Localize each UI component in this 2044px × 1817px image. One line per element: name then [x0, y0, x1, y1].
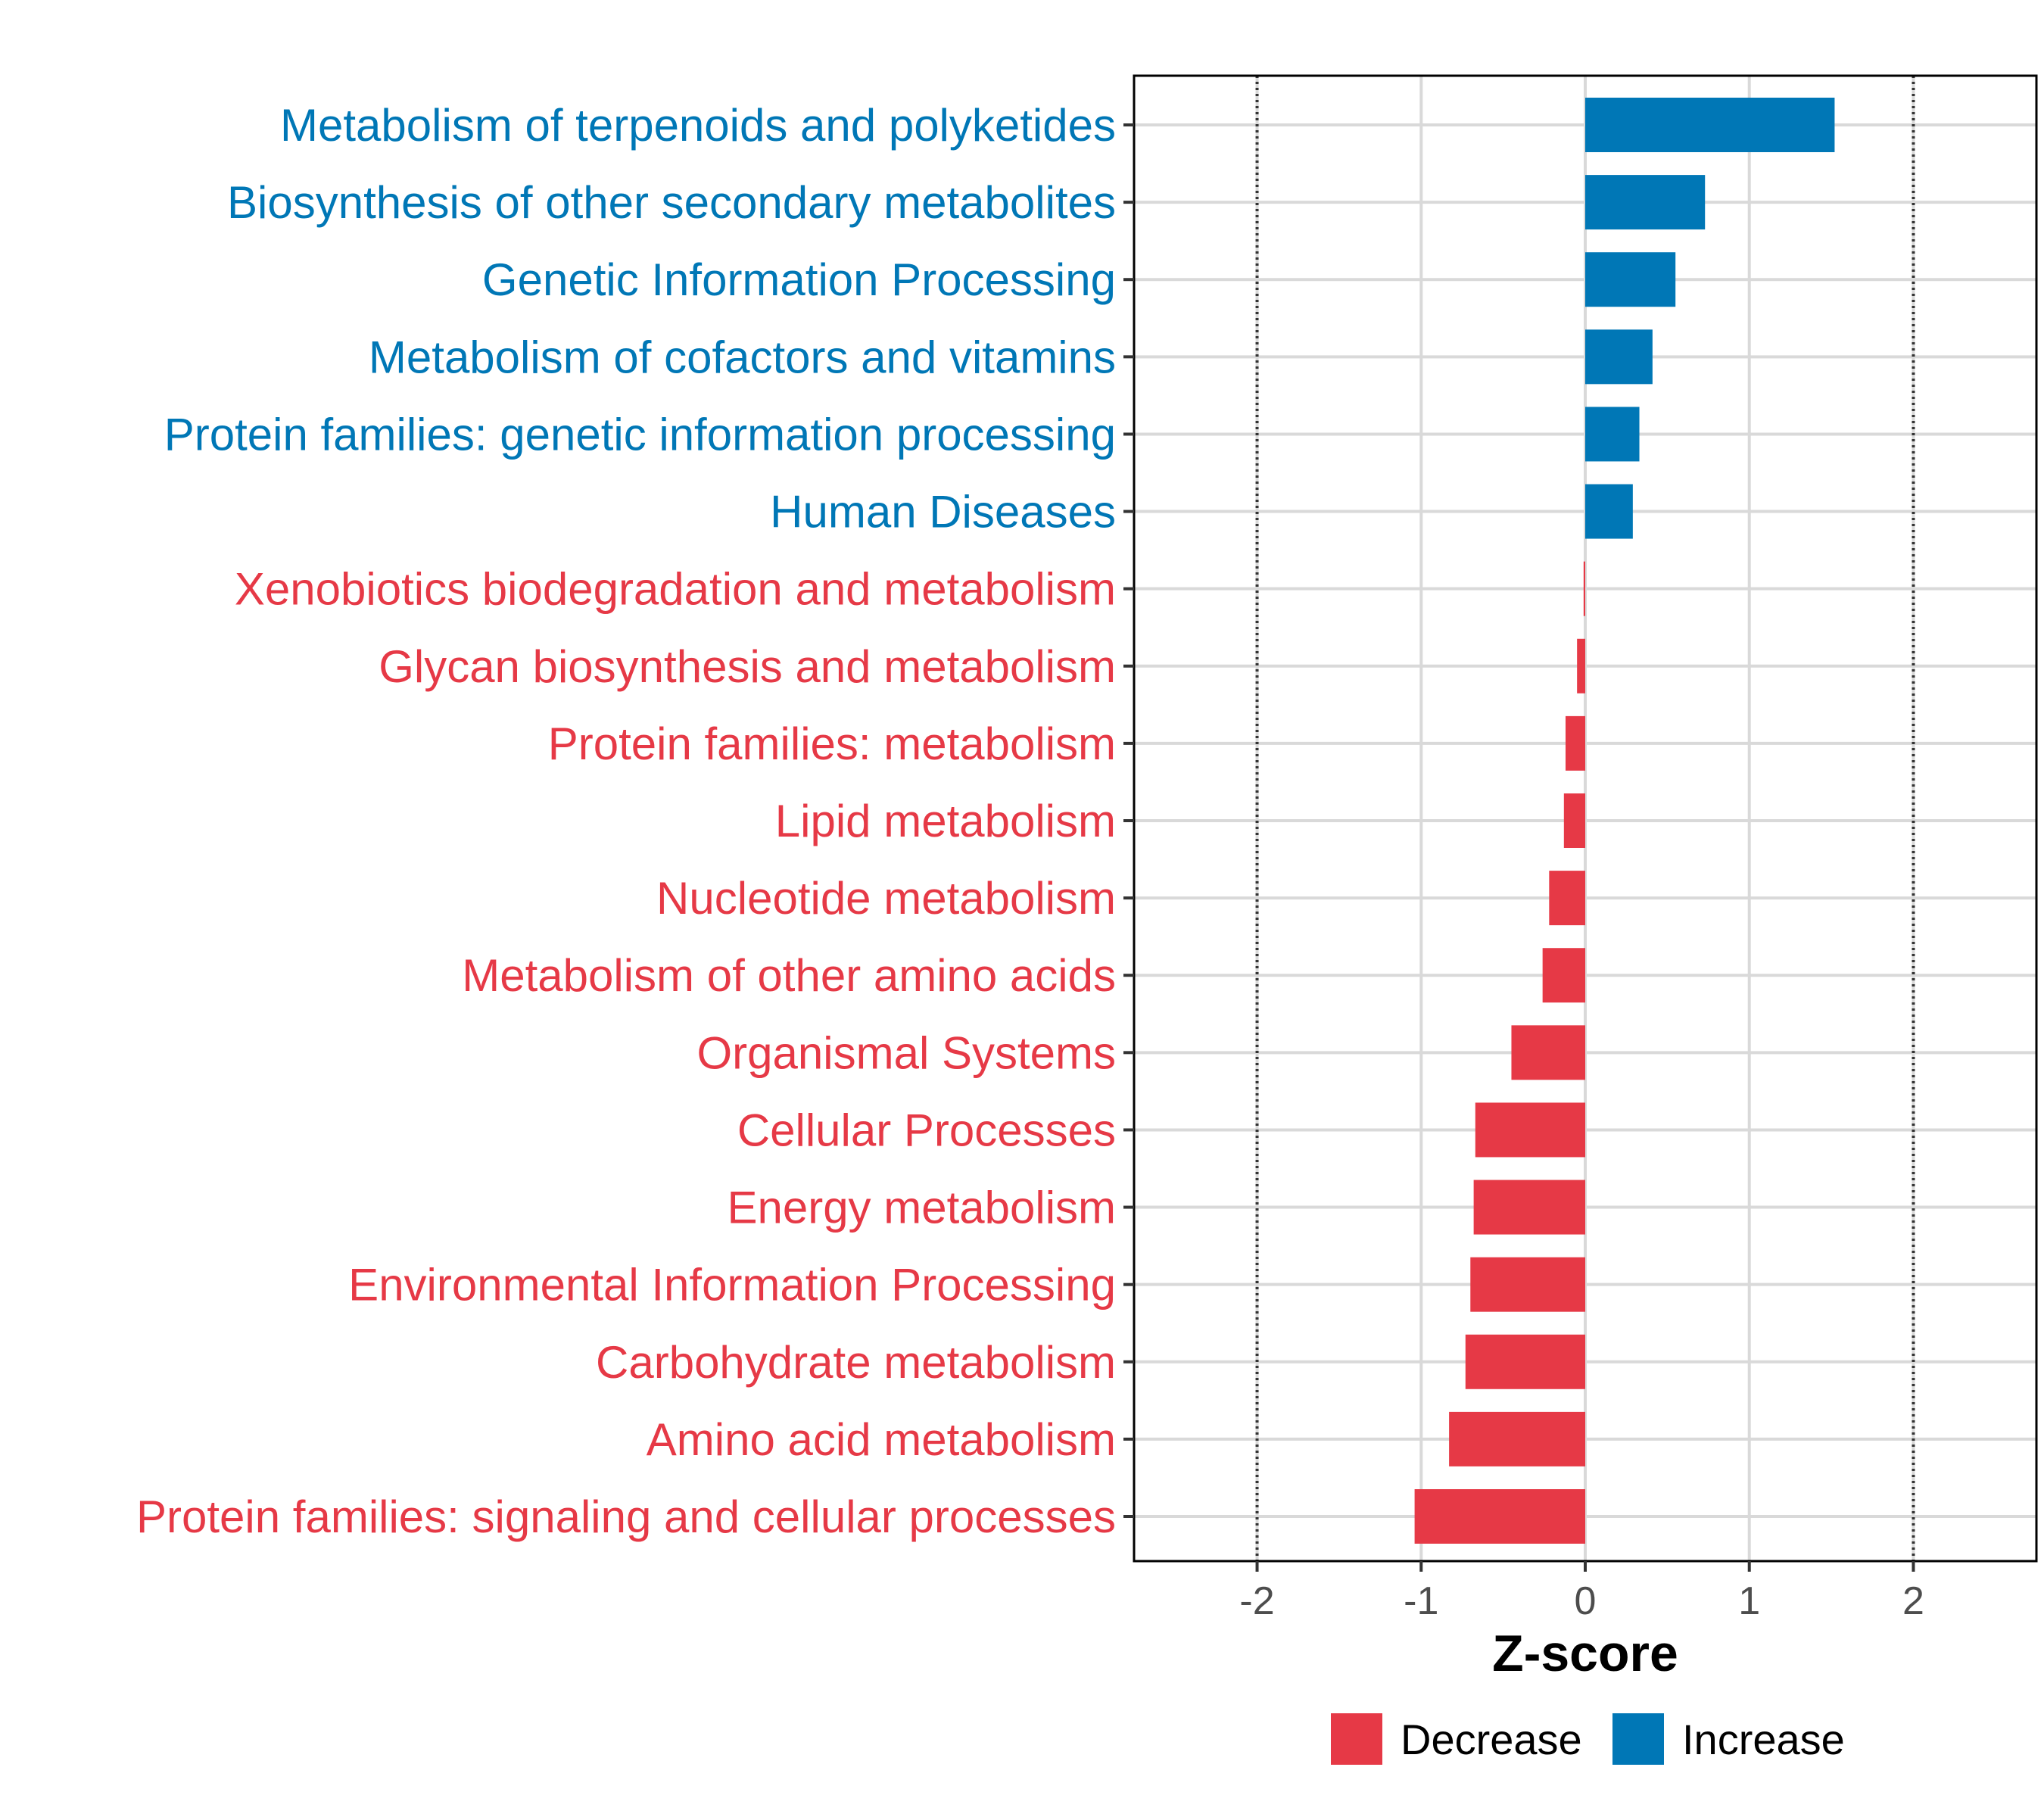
- bar: [1585, 484, 1633, 539]
- x-tick-label: 1: [1738, 1579, 1760, 1623]
- bar: [1470, 1257, 1585, 1312]
- y-tick-label: Biosynthesis of other secondary metaboli…: [227, 177, 1116, 228]
- y-tick-label: Organismal Systems: [697, 1027, 1116, 1078]
- bar: [1563, 793, 1585, 848]
- y-tick-label: Xenobiotics biodegradation and metabolis…: [235, 564, 1116, 615]
- y-tick-label: Genetic Information Processing: [482, 254, 1116, 305]
- y-tick-label: Amino acid metabolism: [647, 1414, 1116, 1465]
- bars-layer: [1414, 98, 1835, 1544]
- y-tick-label: Protein families: signaling and cellular…: [136, 1491, 1116, 1542]
- bar: [1549, 871, 1585, 926]
- y-axis-ticks: [1123, 123, 1134, 1518]
- y-tick-label: Environmental Information Processing: [348, 1260, 1116, 1311]
- bar: [1414, 1489, 1585, 1544]
- bar: [1511, 1025, 1585, 1080]
- y-tick-label: Protein families: metabolism: [548, 718, 1116, 769]
- y-tick-label: Nucleotide metabolism: [656, 873, 1116, 924]
- bar: [1585, 98, 1835, 152]
- bar: [1475, 1102, 1585, 1158]
- bar: [1565, 715, 1585, 771]
- x-axis-title: Z-score: [1492, 1625, 1678, 1682]
- y-tick-label: Human Diseases: [770, 487, 1116, 538]
- x-tick-label: 0: [1575, 1579, 1597, 1623]
- bar: [1542, 948, 1585, 1003]
- legend-label: Decrease: [1401, 1716, 1582, 1763]
- bar: [1465, 1334, 1585, 1389]
- legend-label: Increase: [1682, 1716, 1845, 1763]
- y-tick-label: Protein families: genetic information pr…: [164, 409, 1116, 460]
- bar: [1585, 329, 1653, 385]
- y-tick-label: Carbohydrate metabolism: [596, 1337, 1116, 1388]
- y-tick-label: Energy metabolism: [727, 1183, 1116, 1233]
- y-tick-label: Cellular Processes: [737, 1105, 1116, 1155]
- x-tick-label: 2: [1902, 1579, 1924, 1623]
- y-tick-label: Metabolism of other amino acids: [462, 950, 1116, 1001]
- y-tick-label: Metabolism of cofactors and vitamins: [369, 332, 1116, 382]
- legend-swatch: [1331, 1713, 1382, 1765]
- bar: [1585, 175, 1706, 230]
- x-tick-label: -2: [1239, 1579, 1274, 1623]
- x-axis-ticks: -2 -1 0 1 2: [1239, 1561, 1924, 1623]
- legend: Decrease Increase: [1331, 1713, 1845, 1765]
- y-tick-label: Metabolism of terpenoids and polyketides: [280, 100, 1116, 151]
- bar: [1585, 407, 1640, 462]
- legend-swatch: [1612, 1713, 1664, 1765]
- bar: [1583, 561, 1585, 616]
- bar: [1577, 638, 1585, 693]
- bar: [1585, 252, 1676, 307]
- bar: [1449, 1411, 1585, 1466]
- y-axis-labels: Metabolism of terpenoids and polyketides…: [136, 100, 1116, 1542]
- x-tick-label: -1: [1404, 1579, 1438, 1623]
- y-tick-label: Glycan biosynthesis and metabolism: [379, 641, 1116, 692]
- y-tick-label: Lipid metabolism: [775, 796, 1116, 846]
- bar: [1473, 1180, 1585, 1235]
